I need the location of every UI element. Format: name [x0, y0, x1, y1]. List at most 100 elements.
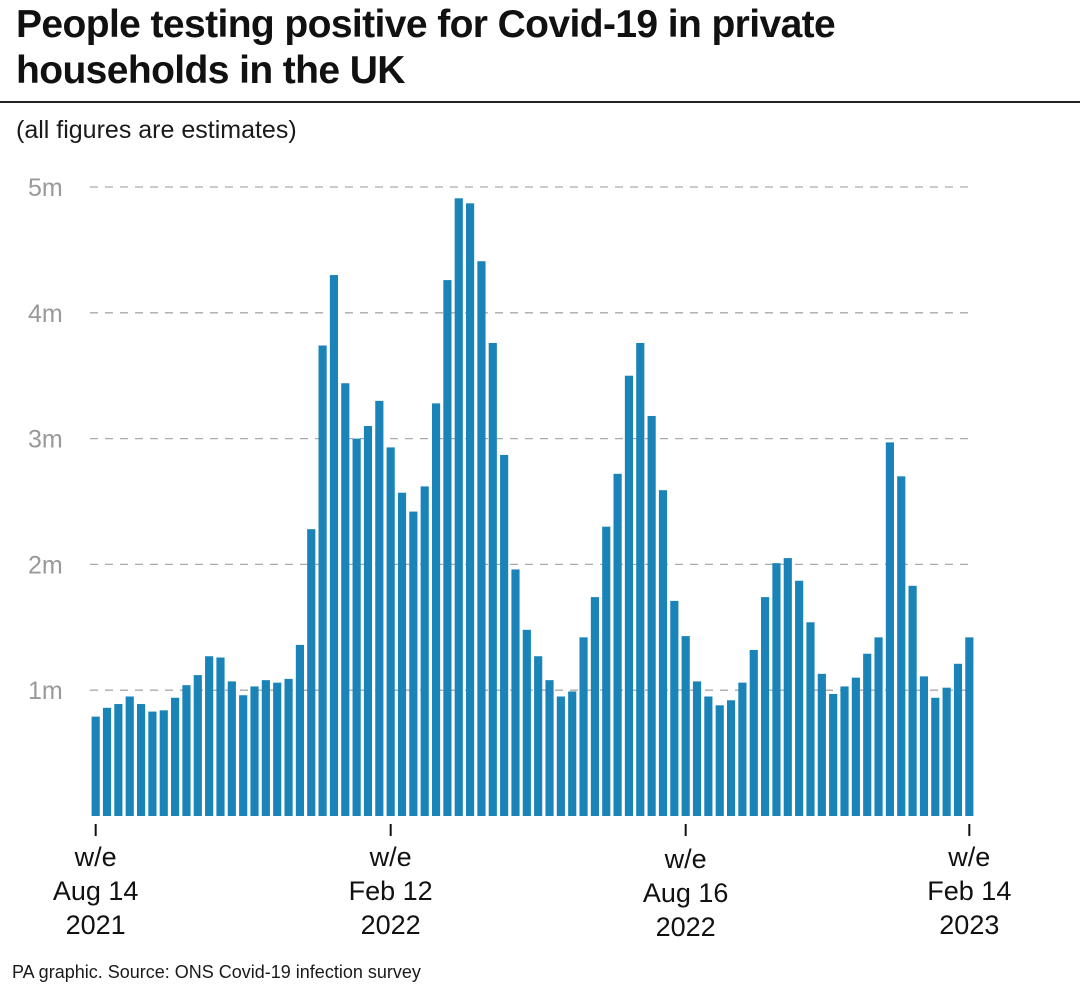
bar	[726, 700, 736, 816]
bar	[284, 678, 293, 816]
bar	[795, 580, 804, 816]
bar	[545, 680, 554, 816]
bar	[136, 704, 146, 816]
bar	[851, 677, 860, 816]
bar	[171, 697, 180, 816]
bar	[568, 691, 577, 816]
bar	[307, 529, 316, 816]
bar	[681, 636, 690, 816]
bar	[397, 492, 407, 816]
bar	[670, 600, 679, 816]
bar	[375, 400, 384, 816]
bar	[692, 681, 702, 816]
bar	[239, 695, 248, 816]
title-divider	[0, 101, 1080, 103]
x-tick-label: 2022	[361, 910, 421, 940]
bar	[182, 685, 191, 816]
bar	[148, 711, 157, 816]
bar	[840, 686, 849, 816]
bar	[431, 403, 441, 816]
bar	[250, 686, 259, 816]
y-tick-label: 4m	[28, 300, 63, 328]
bar	[863, 653, 872, 816]
bar	[806, 622, 815, 816]
bar	[273, 682, 282, 816]
bar	[522, 629, 531, 816]
bar	[341, 383, 350, 816]
bar	[919, 676, 929, 816]
bar	[477, 261, 486, 817]
bar	[942, 687, 951, 816]
bar	[500, 454, 509, 816]
y-tick-label: 3m	[28, 426, 63, 454]
bar	[829, 693, 838, 816]
y-tick-label: 1m	[28, 677, 63, 705]
x-tick-label: 2022	[656, 912, 716, 942]
x-tick-label: w/e	[369, 842, 412, 872]
bar	[409, 511, 418, 816]
y-tick-label: 2m	[28, 551, 63, 579]
bar	[738, 682, 747, 816]
bar	[511, 569, 520, 816]
bar	[931, 697, 940, 816]
bar	[91, 716, 100, 816]
bars	[91, 198, 974, 817]
bar	[783, 558, 792, 816]
bar	[386, 447, 395, 816]
bar	[761, 597, 770, 816]
bar	[329, 275, 339, 816]
bar	[420, 486, 429, 816]
bar	[363, 426, 373, 816]
bar	[488, 342, 497, 816]
chart-title: People testing positive for Covid-19 in …	[16, 3, 836, 92]
bar	[205, 656, 214, 816]
x-tick-label: w/e	[947, 842, 990, 872]
bar	[466, 203, 475, 817]
bar	[965, 637, 974, 816]
bar	[216, 657, 225, 816]
bar	[704, 696, 713, 816]
bar	[885, 442, 894, 816]
bar	[772, 563, 781, 816]
bar	[602, 526, 611, 816]
y-axis-tick-labels: 1m 2m 3m 4m 5m	[28, 174, 63, 705]
bar	[295, 644, 304, 816]
y-tick-label: 5m	[28, 174, 63, 202]
bar	[443, 280, 452, 817]
bar	[125, 696, 134, 816]
bar	[874, 637, 883, 816]
x-axis: w/e Aug 14 2021 w/e Feb 12 2022 w/e Aug 16 2022 w…	[53, 824, 1011, 942]
bar	[193, 675, 202, 816]
x-tick-label: 2023	[939, 910, 999, 940]
bar	[613, 473, 622, 816]
x-tick-label: Aug 14	[53, 876, 139, 906]
bar	[658, 490, 668, 816]
x-tick-label: w/e	[664, 844, 707, 874]
x-tick-label: Feb 12	[349, 876, 433, 906]
bar	[579, 637, 588, 816]
chart-subtitle: (all figures are estimates)	[16, 116, 297, 144]
bar	[908, 585, 917, 816]
bar	[352, 438, 361, 816]
bar	[590, 597, 599, 816]
bar	[454, 198, 463, 816]
bar	[953, 663, 963, 816]
bar	[556, 696, 565, 816]
x-tick-label: w/e	[74, 842, 117, 872]
bar	[624, 375, 634, 816]
bar	[261, 680, 270, 816]
bar	[318, 345, 327, 816]
bar	[817, 673, 826, 816]
bar	[114, 704, 123, 816]
bar	[534, 656, 543, 816]
bar	[897, 476, 906, 816]
grid-lines	[90, 186, 975, 691]
source-note: PA graphic. Source: ONS Covid-19 infecti…	[12, 962, 421, 982]
bar	[159, 710, 168, 816]
bar	[749, 649, 758, 816]
bar	[715, 705, 724, 816]
bar	[636, 342, 645, 816]
bar	[102, 707, 112, 816]
x-tick-label: Aug 16	[643, 878, 729, 908]
